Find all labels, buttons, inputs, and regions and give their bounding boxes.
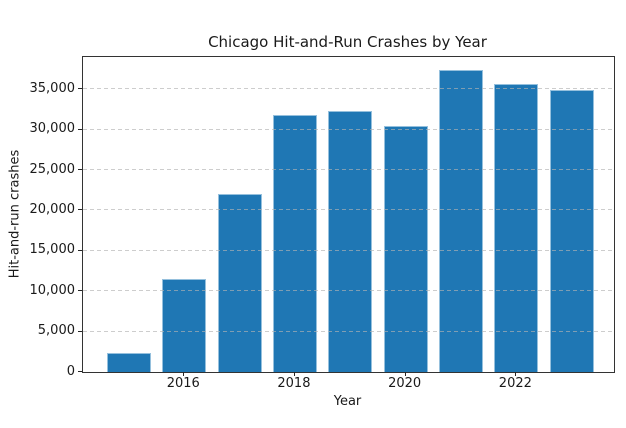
y-tick-label-25000: 25,000 [29, 161, 76, 177]
gridline-20000 [83, 209, 614, 211]
x-tick-mark [183, 372, 185, 376]
y-tick-mark [78, 290, 82, 292]
y-tick-mark [78, 371, 82, 372]
x-tick-mark [515, 372, 517, 376]
y-tick-label-0: 0 [66, 363, 75, 379]
y-tick-label-10000: 10,000 [29, 282, 76, 298]
y-tick-label-30000: 30,000 [29, 121, 76, 137]
x-tick-mark [293, 372, 295, 376]
gridline-5000 [83, 330, 614, 332]
y-tick-mark [78, 249, 82, 251]
x-tick-mark [404, 372, 406, 376]
gridline-25000 [83, 169, 614, 171]
y-tick-mark [78, 128, 82, 130]
bar-2021 [439, 69, 483, 372]
y-tick-mark [78, 169, 82, 171]
bar-2020 [383, 125, 428, 372]
x-tick-label-2020: 2020 [388, 376, 422, 391]
gridline-10000 [83, 290, 614, 292]
x-tick-label-2016: 2016 [166, 376, 200, 391]
y-tick-label-5000: 5,000 [37, 323, 75, 339]
bar-2022 [494, 84, 539, 372]
bar-2023 [549, 90, 594, 372]
y-tick-label-20000: 20,000 [29, 201, 76, 217]
bar-2018 [272, 115, 317, 372]
plot-area [82, 56, 615, 373]
x-tick-label-2022: 2022 [498, 376, 532, 391]
bar-2017 [217, 194, 262, 372]
y-tick-label-15000: 15,000 [29, 242, 76, 258]
gridline-15000 [83, 249, 614, 251]
gridline-30000 [83, 128, 614, 130]
gridline-35000 [83, 88, 614, 90]
y-tick-mark [78, 330, 82, 332]
y-tick-mark [78, 209, 82, 211]
y-tick-label-35000: 35,000 [29, 80, 76, 96]
x-axis-label: Year [333, 394, 362, 409]
bar-2015 [106, 353, 151, 372]
x-tick-label-2018: 2018 [277, 376, 311, 391]
y-tick-mark [78, 88, 82, 90]
bar-2016 [162, 279, 207, 372]
bar-2019 [328, 111, 373, 372]
chart-title: Chicago Hit-and-Run Crashes by Year [208, 33, 487, 51]
